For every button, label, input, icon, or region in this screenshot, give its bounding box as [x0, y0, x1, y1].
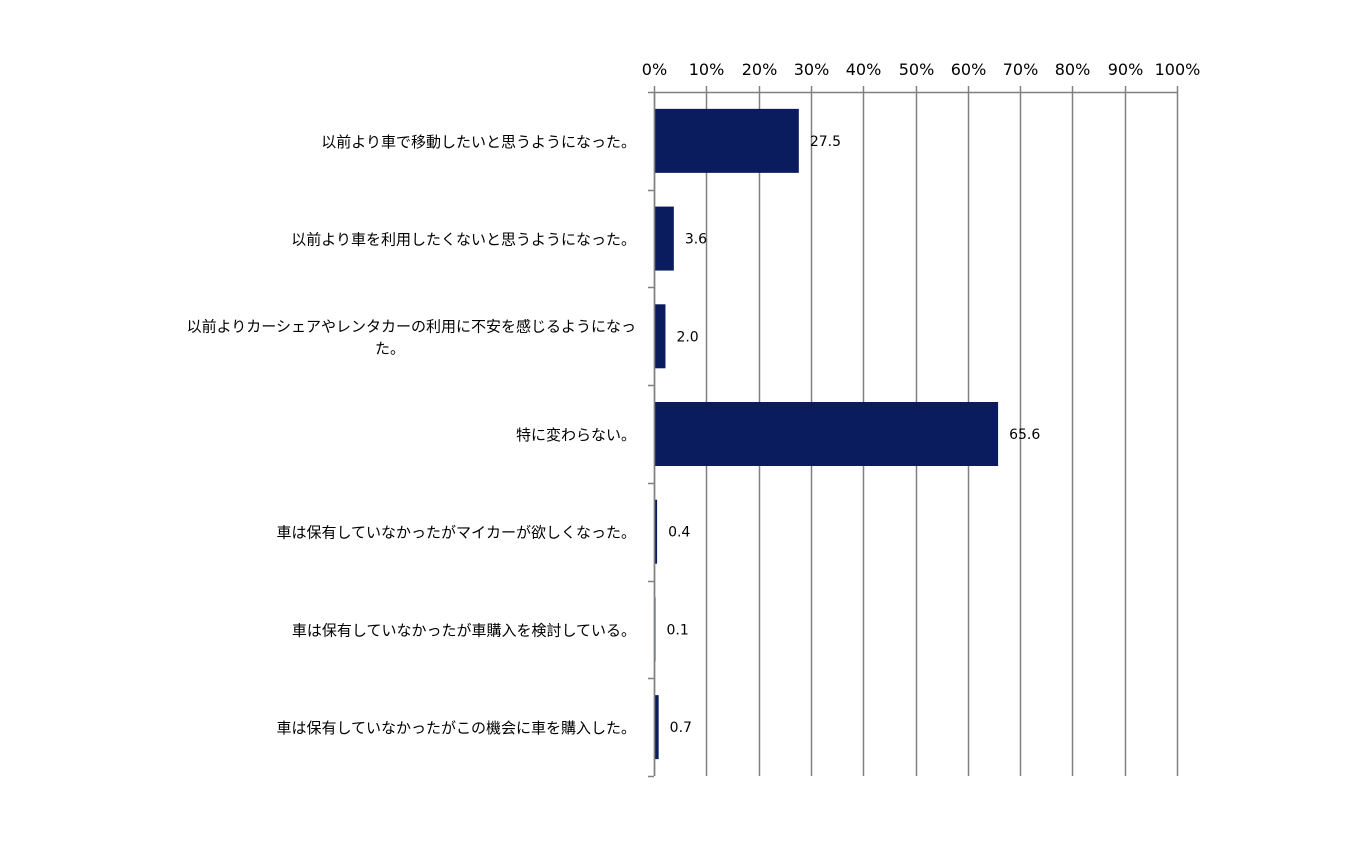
data-label: 3.6: [685, 232, 707, 248]
category-label: 以前より車を利用したくないと思うようになった。: [291, 231, 636, 249]
x-tick-label: 90%: [1108, 60, 1144, 79]
data-label: 2.0: [676, 329, 698, 345]
bar: [655, 499, 658, 564]
x-tick-label: 40%: [846, 60, 882, 79]
category-label-continued: た。: [375, 339, 405, 357]
data-labels: 27.5 3.6 2.0 65.6 0.4 0.1 0.7: [667, 134, 1041, 736]
x-tick-label: 0%: [642, 60, 667, 79]
x-tick-label: 80%: [1055, 60, 1091, 79]
data-label: 27.5: [810, 134, 841, 150]
x-tick-labels: 0% 10% 20% 30% 40% 50% 60% 70% 80% 90% 100%: [642, 60, 1201, 79]
x-tick-label: 100%: [1155, 60, 1201, 79]
bar: [655, 108, 799, 173]
x-tick-label: 70%: [1003, 60, 1039, 79]
bar: [655, 206, 674, 271]
bar: [655, 695, 659, 760]
data-label: 65.6: [1009, 427, 1040, 443]
category-label: 車は保有していなかったがマイカーが欲しくなった。: [276, 524, 636, 542]
bar: [655, 597, 656, 662]
category-label: 車は保有していなかったがこの機会に車を購入した。: [276, 719, 636, 737]
bar: [655, 402, 999, 466]
category-label: 以前より車で移動したいと思うようになった。: [321, 133, 636, 151]
bar: [655, 304, 666, 369]
x-tick-label: 60%: [951, 60, 987, 79]
data-label: 0.1: [667, 622, 689, 638]
data-label: 0.7: [670, 720, 692, 736]
x-tick-label: 20%: [742, 60, 778, 79]
x-tick-label: 30%: [794, 60, 830, 79]
x-tick-label: 10%: [689, 60, 725, 79]
category-label: 車は保有していなかったが車購入を検討している。: [292, 621, 636, 639]
bars: [655, 108, 999, 760]
data-label: 0.4: [668, 525, 690, 541]
category-labels: 以前より車で移動したいと思うようになった。以前より車を利用したくないと思うように…: [187, 133, 636, 737]
axes: [648, 86, 1179, 778]
category-label: 特に変わらない。: [516, 426, 636, 444]
x-tick-label: 50%: [899, 60, 935, 79]
category-label: 以前よりカーシェアやレンタカーの利用に不安を感じるようになっ: [187, 317, 636, 335]
